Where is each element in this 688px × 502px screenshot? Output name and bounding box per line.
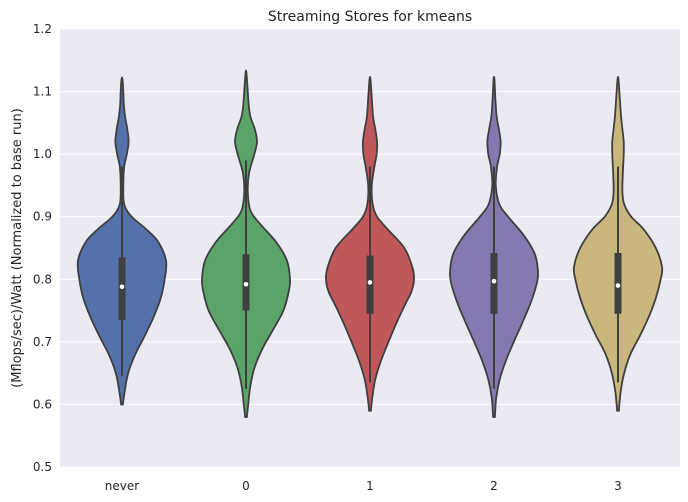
violin-median-0: [243, 281, 249, 287]
x-tick-label: 2: [490, 479, 498, 493]
x-tick-labels: never 0 1 2 3: [105, 479, 622, 493]
y-tick-label: 1.1: [33, 85, 52, 99]
violin-median-1: [367, 280, 373, 285]
violin-median-2: [491, 278, 497, 284]
x-tick-label: 0: [242, 479, 250, 493]
y-tick-label: 1.2: [33, 22, 52, 36]
y-tick-label: 0.8: [33, 272, 52, 286]
y-tick-labels: 0.5 0.6 0.7 0.8 0.9 1.0 1.1 1.2: [33, 22, 52, 474]
y-tick-label: 0.7: [33, 335, 52, 349]
violin-median-never: [119, 284, 125, 290]
y-axis-label: (Mflops/sec)/Watt (Normalized to base ru…: [10, 108, 25, 388]
y-tick-label: 0.9: [33, 210, 52, 224]
x-tick-label: never: [105, 479, 139, 493]
y-tick-label: 0.5: [33, 460, 52, 474]
violin-median-3: [615, 283, 621, 288]
x-tick-label: 3: [614, 479, 622, 493]
y-tick-label: 1.0: [33, 147, 52, 161]
x-tick-label: 1: [366, 479, 374, 493]
y-tick-label: 0.6: [33, 397, 52, 411]
violins: [76, 69, 664, 418]
chart-title: Streaming Stores for kmeans: [268, 9, 472, 25]
